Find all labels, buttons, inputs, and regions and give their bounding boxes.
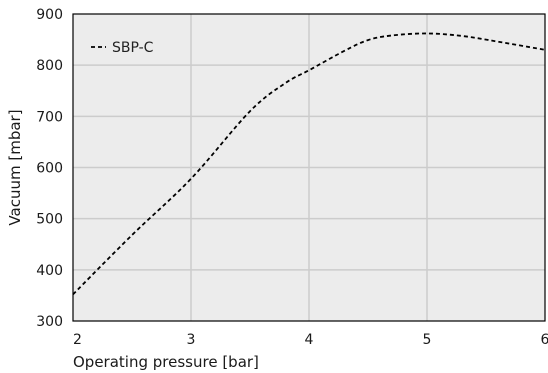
y-tick-label: 400 bbox=[36, 263, 63, 279]
y-tick-label: 900 bbox=[36, 7, 63, 23]
y-tick-labels: 300 400 500 600 700 800 900 bbox=[36, 7, 63, 330]
x-tick-label: 3 bbox=[187, 332, 196, 348]
x-tick-labels: 2 3 4 5 6 bbox=[73, 332, 548, 348]
grid bbox=[73, 14, 545, 321]
series-line-sbp-c bbox=[72, 32, 546, 296]
y-tick-label: 800 bbox=[36, 58, 63, 74]
x-axis-label: Operating pressure [bar] bbox=[73, 353, 259, 371]
series-layer bbox=[72, 32, 546, 296]
y-axis-label: Vacuum [mbar] bbox=[6, 109, 24, 225]
legend: SBP-C bbox=[91, 40, 154, 56]
legend-label-sbp-c: SBP-C bbox=[112, 40, 154, 56]
x-tick-label: 4 bbox=[305, 332, 314, 348]
x-tick-label: 2 bbox=[73, 332, 82, 348]
y-tick-label: 600 bbox=[36, 161, 63, 177]
x-tick-label: 5 bbox=[423, 332, 432, 348]
x-tick-label: 6 bbox=[541, 332, 548, 348]
y-tick-label: 700 bbox=[36, 109, 63, 125]
y-tick-label: 300 bbox=[36, 314, 63, 330]
plot-frame bbox=[72, 13, 546, 322]
y-tick-label: 500 bbox=[36, 212, 63, 228]
